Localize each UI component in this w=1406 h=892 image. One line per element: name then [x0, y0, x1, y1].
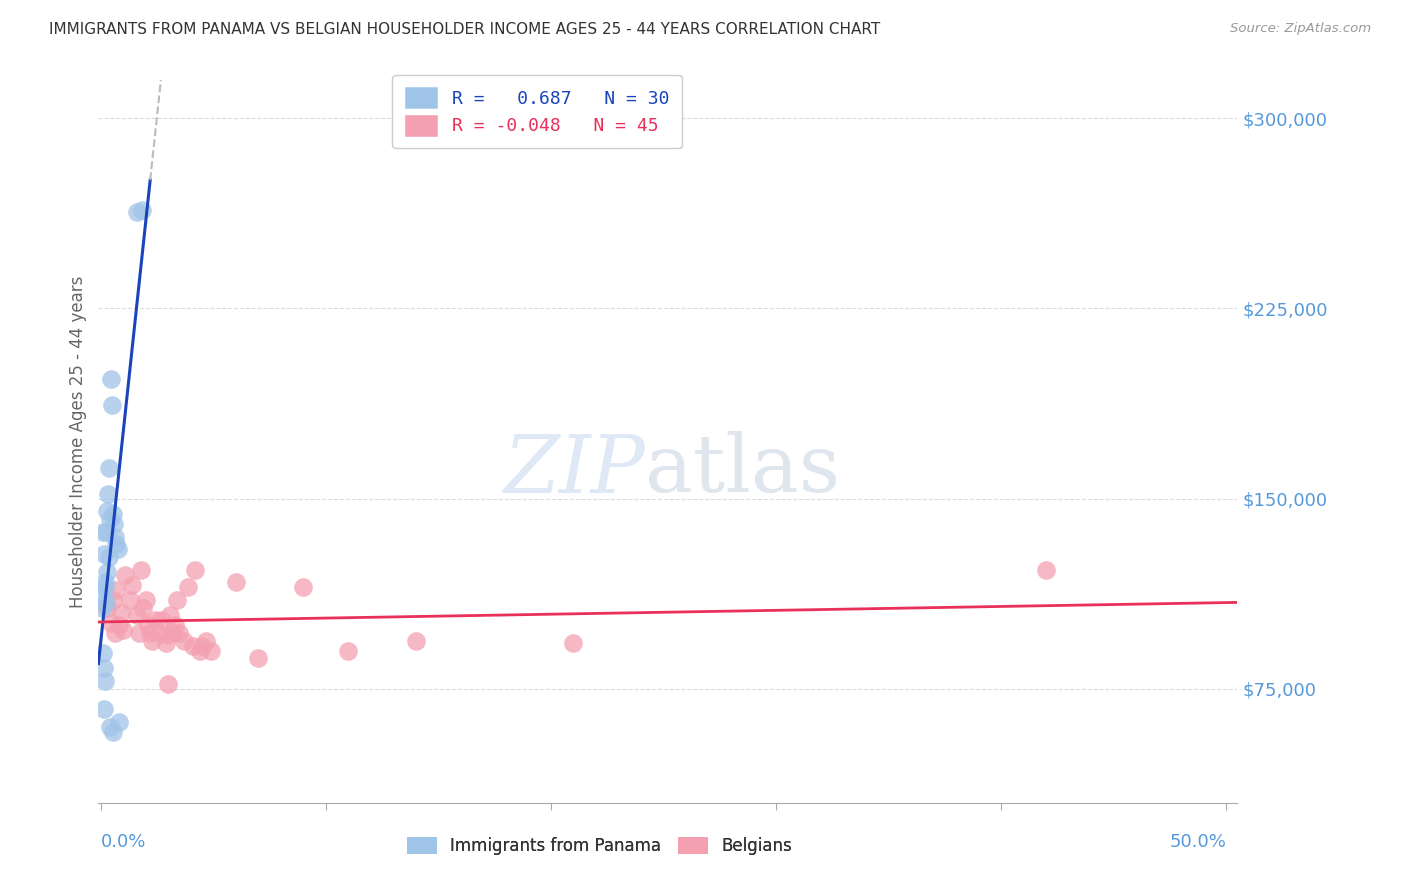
- Point: [93, 674, 115, 689]
- Point: [155, 636, 177, 650]
- Point: [96, 504, 118, 518]
- Point: [91, 524, 114, 539]
- Point: [143, 613, 166, 627]
- Point: [169, 626, 191, 640]
- Point: [97, 486, 120, 500]
- Point: [104, 626, 127, 640]
- Y-axis label: Householder Income Ages 25 - 44 years: Householder Income Ages 25 - 44 years: [69, 276, 87, 607]
- Text: IMMIGRANTS FROM PANAMA VS BELGIAN HOUSEHOLDER INCOME AGES 25 - 44 YEARS CORRELAT: IMMIGRANTS FROM PANAMA VS BELGIAN HOUSEH…: [49, 22, 880, 37]
- Point: [93, 547, 115, 561]
- Point: [163, 618, 186, 632]
- Point: [247, 651, 270, 665]
- Point: [101, 724, 124, 739]
- Point: [97, 549, 120, 564]
- Point: [129, 563, 152, 577]
- Point: [135, 593, 157, 607]
- Point: [112, 624, 135, 638]
- Point: [131, 202, 153, 217]
- Point: [94, 580, 117, 594]
- Point: [562, 636, 585, 650]
- Point: [107, 542, 129, 557]
- Point: [96, 600, 118, 615]
- Point: [100, 615, 122, 630]
- Point: [93, 702, 115, 716]
- Point: [101, 593, 124, 607]
- Point: [177, 580, 200, 594]
- Point: [105, 537, 128, 551]
- Point: [181, 639, 204, 653]
- Point: [184, 563, 207, 577]
- Point: [94, 524, 117, 539]
- Point: [101, 507, 124, 521]
- Point: [103, 516, 125, 531]
- Point: [96, 595, 118, 609]
- Point: [148, 626, 170, 640]
- Point: [105, 582, 128, 597]
- Point: [100, 372, 122, 386]
- Point: [156, 628, 179, 642]
- Point: [159, 608, 181, 623]
- Point: [188, 643, 211, 657]
- Point: [93, 588, 115, 602]
- Point: [150, 613, 173, 627]
- Point: [191, 639, 214, 653]
- Point: [141, 633, 163, 648]
- Point: [166, 593, 188, 607]
- Point: [114, 567, 136, 582]
- Point: [101, 398, 124, 412]
- Point: [110, 606, 132, 620]
- Point: [98, 461, 121, 475]
- Point: [128, 626, 150, 640]
- Point: [162, 626, 184, 640]
- Point: [225, 575, 247, 590]
- Point: [91, 646, 114, 660]
- Point: [292, 580, 315, 594]
- Point: [94, 575, 117, 590]
- Point: [91, 600, 114, 615]
- Point: [125, 205, 148, 219]
- Point: [104, 530, 127, 544]
- Text: 50.0%: 50.0%: [1170, 833, 1226, 851]
- Point: [107, 618, 129, 632]
- Point: [405, 633, 427, 648]
- Text: ZIP: ZIP: [503, 432, 645, 509]
- Point: [98, 512, 121, 526]
- Point: [157, 676, 180, 690]
- Point: [118, 593, 141, 607]
- Point: [136, 618, 159, 632]
- Point: [96, 565, 118, 579]
- Point: [139, 626, 162, 640]
- Point: [1035, 563, 1057, 577]
- Point: [107, 714, 129, 729]
- Text: atlas: atlas: [645, 432, 841, 509]
- Text: 0.0%: 0.0%: [101, 833, 146, 851]
- Point: [125, 608, 148, 623]
- Point: [93, 661, 115, 675]
- Point: [121, 578, 143, 592]
- Point: [200, 643, 222, 657]
- Point: [132, 600, 155, 615]
- Text: Source: ZipAtlas.com: Source: ZipAtlas.com: [1230, 22, 1371, 36]
- Legend: Immigrants from Panama, Belgians: Immigrants from Panama, Belgians: [399, 829, 800, 863]
- Point: [195, 633, 218, 648]
- Point: [98, 720, 121, 734]
- Point: [337, 643, 360, 657]
- Point: [173, 633, 195, 648]
